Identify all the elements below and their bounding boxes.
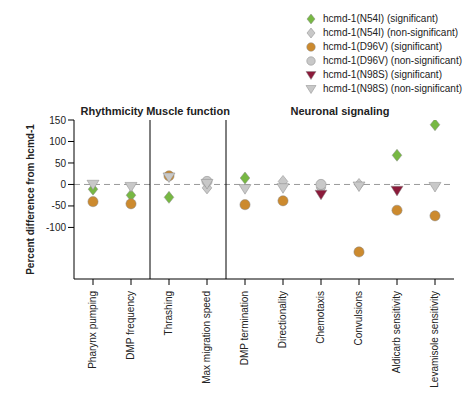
svg-text:0: 0 [60,179,66,190]
svg-text:Chemotaxis: Chemotaxis [315,291,326,344]
svg-text:Thrashing: Thrashing [163,291,174,335]
html-text:hcmd-1(N54I) (non-significant): hcmd-1(N54I) (non-significant) [323,27,459,38]
html-text:hcmd-1(D96V) (significant): hcmd-1(D96V) (significant) [323,41,442,52]
html-text:hcmd-1(N54I) (significant): hcmd-1(N54I) (significant) [323,13,439,24]
svg-text:150: 150 [49,115,66,126]
svg-text:Convulsions: Convulsions [353,291,364,345]
svg-text:Muscle function: Muscle function [146,105,230,117]
svg-text:Levamisole sensitivity: Levamisole sensitivity [429,291,440,388]
html-text:hcmd-1(D96V) (non-significant): hcmd-1(D96V) (non-significant) [323,55,462,66]
html-text:hcmd-1(N98S) (non-significant): hcmd-1(N98S) (non-significant) [323,83,462,94]
svg-text:DMP termination: DMP termination [239,291,250,365]
svg-text:100: 100 [49,136,66,147]
svg-text:-50: -50 [52,200,67,211]
svg-text:Percent difference from hcmd-1: Percent difference from hcmd-1 [25,124,36,275]
svg-text:Aldicarb sensitivity: Aldicarb sensitivity [391,291,402,373]
svg-text:DMP frequency: DMP frequency [125,291,136,360]
svg-text:Pharynx pumping: Pharynx pumping [87,291,98,369]
svg-text:50: 50 [55,158,67,169]
html-text:hcmd-1(N98S) (significant): hcmd-1(N98S) (significant) [323,69,442,80]
svg-text:Directionality: Directionality [277,291,288,348]
svg-text:Neuronal signaling: Neuronal signaling [290,105,389,117]
svg-text:Rhythmicity: Rhythmicity [81,105,145,117]
svg-text:Max migration speed: Max migration speed [201,291,212,384]
svg-text:-100: -100 [46,222,66,233]
